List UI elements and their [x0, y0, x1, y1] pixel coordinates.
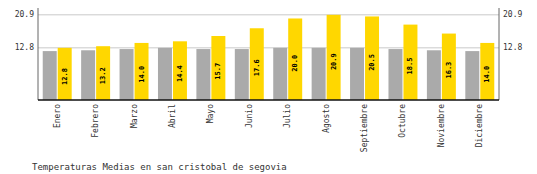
bar: [235, 49, 249, 100]
y-tick-label: 12.8: [15, 43, 34, 52]
data-label: 14.4: [176, 65, 184, 82]
x-tick-label: Octubre: [398, 104, 407, 138]
bar: [81, 50, 95, 100]
bar: [58, 48, 72, 100]
x-tick-label: Noviembre: [437, 104, 446, 148]
data-label: 14.0: [138, 66, 146, 83]
bar: [327, 15, 341, 100]
data-label: 17.6: [253, 59, 261, 76]
grid-line: [38, 14, 499, 15]
bar: [403, 25, 417, 100]
x-tick-label: Julio: [283, 104, 292, 128]
y2-tick-label: 20.9: [503, 10, 522, 19]
data-label: 15.7: [214, 63, 222, 80]
x-tick-label: Febrero: [91, 104, 100, 138]
data-label: 13.2: [99, 67, 107, 84]
bar: [273, 48, 287, 100]
bar: [312, 48, 326, 100]
bar: [442, 34, 456, 100]
x-tick-label: Mayo: [206, 104, 215, 123]
x-tick-label: Abril: [168, 104, 177, 128]
bar: [388, 49, 402, 100]
x-tick-label: Septiembre: [360, 104, 369, 152]
bar: [480, 43, 494, 100]
bars: [43, 15, 495, 100]
bar: [43, 51, 57, 100]
data-label: 20.5: [368, 54, 376, 71]
bar: [173, 41, 187, 100]
x-tick-label: Diciembre: [475, 104, 484, 148]
x-tick-label: Agosto: [322, 104, 331, 133]
bar: [288, 18, 302, 100]
data-labels: 12.8 13.2 14.0 14.4 15.7 17.6 20.0 20.9 20.5 18.5…: [61, 53, 492, 85]
baseline: [38, 99, 499, 101]
data-label: 20.9: [330, 53, 338, 70]
y-tick-label: 20.9: [15, 10, 34, 19]
x-tick-label: Junio: [245, 104, 254, 128]
data-label: 18.5: [406, 58, 414, 75]
x-tick-label: Enero: [53, 104, 62, 128]
data-label: 12.8: [61, 68, 69, 85]
bar: [427, 50, 441, 100]
bar: [120, 49, 134, 100]
x-tick-label: Marzo: [130, 104, 139, 128]
bar: [350, 48, 364, 100]
bar: [96, 46, 110, 100]
y2-axis-line: [499, 8, 500, 100]
data-label: 14.0: [483, 66, 491, 83]
data-label: 16.3: [445, 62, 453, 79]
bar: [211, 36, 225, 100]
y2-tick-label: 12.8: [503, 43, 522, 52]
bar: [465, 51, 479, 100]
bar: [250, 28, 264, 100]
y-axis-line: [38, 8, 39, 100]
chart: 12.8 13.2 14.0 14.4 15.7 17.6 20.0 20.9 20.5 18.5…: [0, 0, 537, 174]
bar: [135, 43, 149, 100]
data-label: 20.0: [291, 55, 299, 72]
title: Temperaturas Medias en san cristobal de …: [32, 162, 287, 172]
bar: [365, 16, 379, 100]
bar: [196, 49, 210, 100]
bar: [158, 48, 172, 100]
